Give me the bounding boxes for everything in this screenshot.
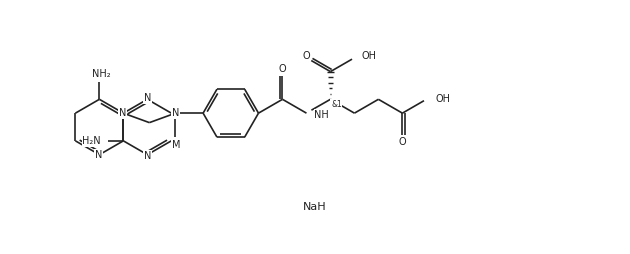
Text: OH: OH [436, 94, 451, 104]
Text: NH: NH [314, 110, 329, 120]
Text: &1: &1 [331, 100, 341, 109]
Text: N: N [118, 108, 126, 118]
Text: O: O [302, 51, 310, 61]
Text: O: O [278, 64, 286, 74]
Text: N: N [144, 93, 151, 103]
Text: N: N [172, 108, 179, 118]
Text: O: O [399, 137, 406, 147]
Text: N: N [94, 150, 102, 160]
Text: NH₂: NH₂ [92, 69, 111, 78]
Text: M: M [172, 140, 181, 150]
Text: N: N [144, 151, 151, 161]
Text: H₂N: H₂N [83, 136, 101, 146]
Text: NaH: NaH [303, 202, 327, 212]
Text: OH: OH [362, 51, 377, 61]
